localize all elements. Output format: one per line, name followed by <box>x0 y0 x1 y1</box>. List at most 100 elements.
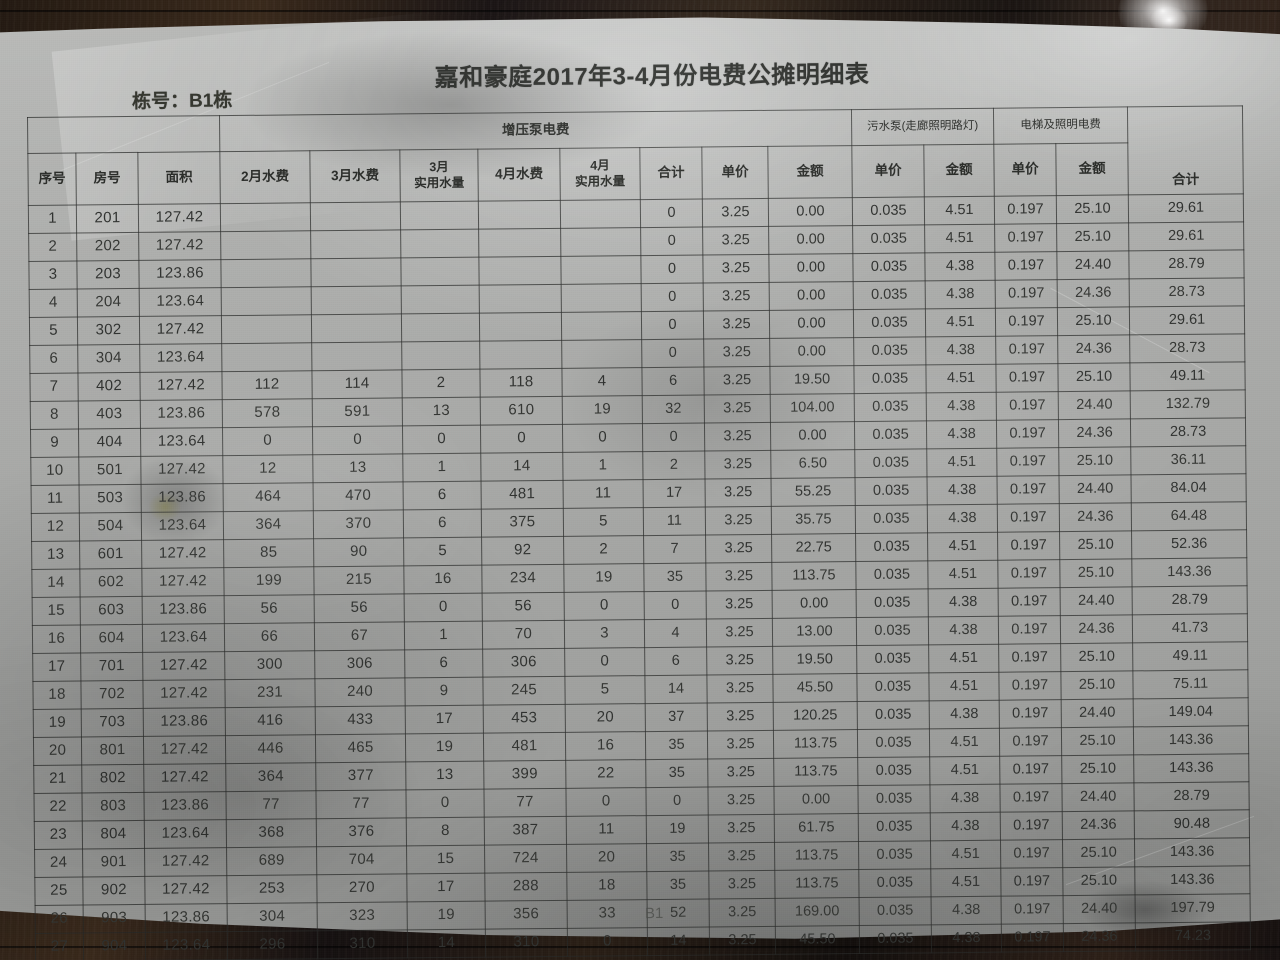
cell-sew_price: 0.035 <box>857 728 930 758</box>
cell-total_qty: 35 <box>646 842 709 872</box>
cell-feb_water <box>220 202 311 232</box>
cell-mar_water: 465 <box>315 733 406 763</box>
cell-mar_usage: 17 <box>405 705 484 734</box>
cell-apr_water: 306 <box>482 648 565 678</box>
cell-grand: 49.11 <box>1129 361 1246 391</box>
cell-mar_usage: 1 <box>402 453 482 482</box>
cell-mar_water: 13 <box>312 453 404 483</box>
cell-apr_water: 399 <box>483 760 566 790</box>
cell-apr_usage: 18 <box>566 871 648 901</box>
cell-seq: 3 <box>28 261 78 290</box>
cell-ele_amount: 24.36 <box>1057 334 1130 364</box>
cell-sew_price: 0.035 <box>852 224 925 254</box>
cell-feb_water: 85 <box>223 538 314 568</box>
cell-area: 123.64 <box>139 343 222 373</box>
cell-ele_amount: 24.36 <box>1057 278 1130 308</box>
cell-unit_price: 3.25 <box>706 618 773 648</box>
cell-seq: 19 <box>33 709 82 738</box>
cell-total_qty: 0 <box>641 283 704 312</box>
cell-ele_price: 0.197 <box>994 223 1057 253</box>
cell-apr_usage: 5 <box>563 507 644 537</box>
cell-ele_amount: 24.40 <box>1063 894 1136 924</box>
group-header-elevator: 电梯及照明电费 <box>993 106 1128 145</box>
cell-room: 203 <box>76 260 140 290</box>
cell-mar_water: 114 <box>311 369 403 399</box>
cell-unit_price: 3.25 <box>708 842 775 871</box>
cell-sew_amount: 4.38 <box>928 588 999 617</box>
cell-mar_water: 376 <box>316 817 407 847</box>
cell-total_qty: 6 <box>644 647 707 676</box>
cell-apr_usage: 20 <box>565 703 646 733</box>
cell-unit_price: 3.25 <box>707 758 774 787</box>
cell-mar_usage: 2 <box>401 369 481 398</box>
cell-sew_amount: 4.51 <box>930 868 1002 897</box>
column-header-feb-water: 2月水费 <box>219 150 311 204</box>
cell-amount: 45.50 <box>775 925 860 955</box>
cell-unit_price: 3.25 <box>704 422 771 452</box>
cell-sew_amount: 4.38 <box>931 896 1002 925</box>
cell-ele_price: 0.197 <box>994 251 1058 281</box>
cell-ele_price: 0.197 <box>998 587 1061 617</box>
cell-mar_usage: 19 <box>407 901 486 930</box>
cell-unit_price: 3.25 <box>703 338 770 368</box>
cell-apr_water: 375 <box>481 508 564 538</box>
cell-room: 404 <box>78 428 141 458</box>
cell-room: 403 <box>78 400 141 430</box>
cell-ele_amount: 25.10 <box>1060 670 1134 700</box>
cell-feb_water: 689 <box>226 846 317 876</box>
cell-amount: 19.50 <box>772 645 857 675</box>
cell-sew_price: 0.035 <box>857 784 931 814</box>
cell-ele_price: 0.197 <box>995 335 1058 365</box>
cell-grand: 36.11 <box>1130 445 1247 475</box>
cell-apr_water: 310 <box>485 928 568 958</box>
cell-ele_amount: 24.40 <box>1058 390 1131 420</box>
cell-apr_usage: 1 <box>562 451 644 481</box>
group-header-blank <box>27 115 220 154</box>
cell-ele_amount: 25.10 <box>1061 754 1134 784</box>
paper-sheet <box>0 17 1280 939</box>
cell-total_qty: 14 <box>647 926 710 956</box>
cell-sew_price: 0.035 <box>858 812 931 842</box>
cell-room: 504 <box>79 512 142 542</box>
cell-ele_price: 0.197 <box>997 531 1060 561</box>
apr-usage-line2: 实用水量 <box>575 173 626 189</box>
cell-ele_price: 0.197 <box>997 503 1060 533</box>
cell-unit_price: 3.25 <box>703 366 771 396</box>
cell-sew_price: 0.035 <box>856 616 929 646</box>
cell-room: 402 <box>77 372 141 402</box>
cell-ele_price: 0.197 <box>994 195 1057 225</box>
cell-unit_price: 3.25 <box>707 786 775 815</box>
cell-feb_water: 77 <box>226 790 317 820</box>
cell-seq: 4 <box>29 289 78 318</box>
cell-amount: 61.75 <box>774 813 859 843</box>
cell-sew_amount: 4.51 <box>927 532 998 561</box>
cell-unit_price: 3.25 <box>705 478 772 508</box>
cell-apr_water: 92 <box>481 536 564 566</box>
cell-sew_price: 0.035 <box>858 840 931 870</box>
cell-apr_water: 453 <box>483 704 566 734</box>
cell-total_qty: 0 <box>640 255 704 284</box>
cell-amount: 104.00 <box>770 393 855 423</box>
cell-area: 127.42 <box>142 651 225 681</box>
cell-amount: 13.00 <box>772 617 857 647</box>
cell-ele_amount: 24.40 <box>1061 698 1134 728</box>
cell-ele_price: 0.197 <box>997 475 1060 505</box>
cell-apr_water <box>479 340 562 370</box>
cell-amount: 0.00 <box>772 589 857 619</box>
column-header-apr-water: 4月水费 <box>477 148 561 202</box>
cell-amount: 0.00 <box>773 785 859 815</box>
column-header-grand-total: 合计 <box>1127 105 1244 195</box>
cell-sew_amount: 4.51 <box>924 196 995 225</box>
cell-mar_water: 90 <box>313 537 404 567</box>
cell-apr_water: 610 <box>480 396 563 426</box>
cell-apr_water <box>478 200 561 230</box>
column-header-total-qty: 合计 <box>639 147 703 200</box>
building-number-label: 栋号：B1栋 <box>131 90 233 113</box>
cell-grand: 28.73 <box>1129 333 1245 363</box>
cell-amount: 19.50 <box>769 365 855 395</box>
cell-ele_price: 0.197 <box>999 699 1062 729</box>
cell-ele_price: 0.197 <box>999 755 1062 785</box>
cell-mar_water: 56 <box>314 593 405 623</box>
cell-sew_amount: 4.38 <box>928 616 999 645</box>
